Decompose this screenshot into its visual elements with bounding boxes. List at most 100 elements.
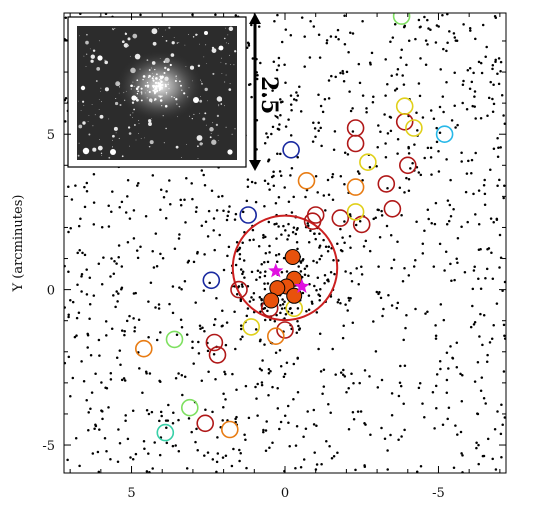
field-star-point — [165, 441, 169, 445]
inset-star — [200, 79, 202, 81]
field-star-point — [402, 83, 406, 86]
field-star-point — [439, 68, 442, 71]
inset-star — [225, 27, 226, 29]
field-star-point — [119, 363, 122, 367]
field-star-point — [80, 275, 83, 278]
field-star-point — [290, 109, 293, 112]
open-circle-marker — [221, 420, 239, 439]
field-star-point — [241, 285, 244, 288]
field-star-point — [321, 110, 325, 114]
field-star-point — [327, 403, 330, 406]
field-star-point — [342, 324, 345, 327]
field-star-point — [442, 110, 445, 114]
field-star-point — [296, 155, 299, 159]
field-star-point — [351, 32, 355, 35]
field-star-point — [173, 247, 177, 251]
field-star-point — [434, 334, 438, 337]
field-star-point — [434, 201, 438, 205]
inset-star — [175, 145, 179, 149]
field-star-point — [299, 261, 303, 264]
field-star-point — [322, 238, 325, 242]
field-star-point — [185, 467, 189, 470]
field-star-point — [481, 454, 485, 458]
inset-star — [164, 57, 170, 64]
scale-bar-label: 2.5′ — [256, 76, 282, 120]
inset-star — [176, 103, 178, 105]
field-star-point — [96, 450, 100, 454]
field-star-point — [114, 305, 117, 309]
inset-star — [144, 92, 146, 94]
field-star-point — [405, 176, 408, 180]
field-star-point — [494, 58, 497, 62]
field-star-point — [115, 262, 118, 265]
inset-star — [154, 99, 156, 101]
inset-star — [171, 41, 175, 45]
field-star-point — [241, 272, 244, 276]
field-star-point — [277, 64, 281, 67]
field-star-point — [85, 398, 88, 402]
inset-star — [104, 59, 106, 61]
field-star-point — [299, 466, 303, 469]
field-star-point — [492, 102, 496, 106]
inset-star — [123, 92, 125, 94]
field-star-point — [110, 210, 113, 213]
field-star-point — [120, 265, 124, 268]
field-star-point — [174, 377, 178, 380]
inset-star — [129, 145, 131, 147]
field-star-point — [132, 237, 136, 240]
field-star-point — [171, 285, 175, 288]
field-star-point — [280, 40, 284, 44]
field-star-point — [360, 265, 363, 269]
field-star-point — [327, 79, 331, 82]
inset-star — [201, 81, 202, 83]
field-star-point — [262, 307, 265, 311]
field-star-point — [498, 233, 502, 237]
field-star-point — [352, 381, 355, 385]
field-star-point — [445, 49, 448, 53]
inset-star — [195, 33, 198, 36]
field-star-point — [145, 408, 149, 412]
field-star-point — [302, 435, 305, 438]
inset-star — [92, 147, 97, 152]
field-star-point — [306, 410, 309, 413]
field-star-point — [153, 441, 156, 444]
field-star-point — [89, 353, 93, 357]
field-star-point — [386, 468, 389, 471]
field-star-point — [450, 279, 453, 282]
field-star-point — [437, 150, 440, 153]
field-star-point — [415, 220, 418, 224]
field-star-point — [502, 370, 506, 373]
inset-star — [133, 108, 135, 111]
field-star-point — [490, 337, 494, 340]
inset-star — [186, 143, 188, 145]
field-star-point — [438, 359, 442, 363]
field-star-point — [295, 331, 299, 335]
field-star-point — [254, 200, 258, 204]
field-star-point — [303, 273, 307, 276]
field-star-point — [263, 343, 266, 346]
field-star-point — [426, 208, 430, 212]
inset-star — [140, 138, 142, 140]
field-star-point — [124, 419, 127, 422]
field-star-point — [278, 123, 281, 126]
field-star-point — [157, 303, 161, 306]
field-star-point — [151, 174, 155, 177]
field-star-point — [279, 365, 283, 368]
inset-star — [205, 44, 207, 46]
field-star-point — [323, 273, 327, 277]
field-star-point — [386, 82, 389, 86]
field-star-point — [234, 417, 237, 421]
y-tick-label: -5 — [42, 439, 55, 454]
field-star-point — [264, 449, 268, 453]
field-star-point — [402, 25, 406, 29]
field-star-point — [478, 335, 481, 338]
field-star-point — [159, 331, 162, 334]
field-star-point — [111, 190, 114, 193]
field-star-point — [257, 25, 261, 28]
field-star-point — [309, 229, 312, 232]
field-star-point — [460, 399, 464, 403]
field-star-point — [460, 452, 463, 455]
field-star-point — [472, 269, 476, 272]
field-star-point — [372, 95, 375, 98]
inset-star — [149, 140, 154, 145]
